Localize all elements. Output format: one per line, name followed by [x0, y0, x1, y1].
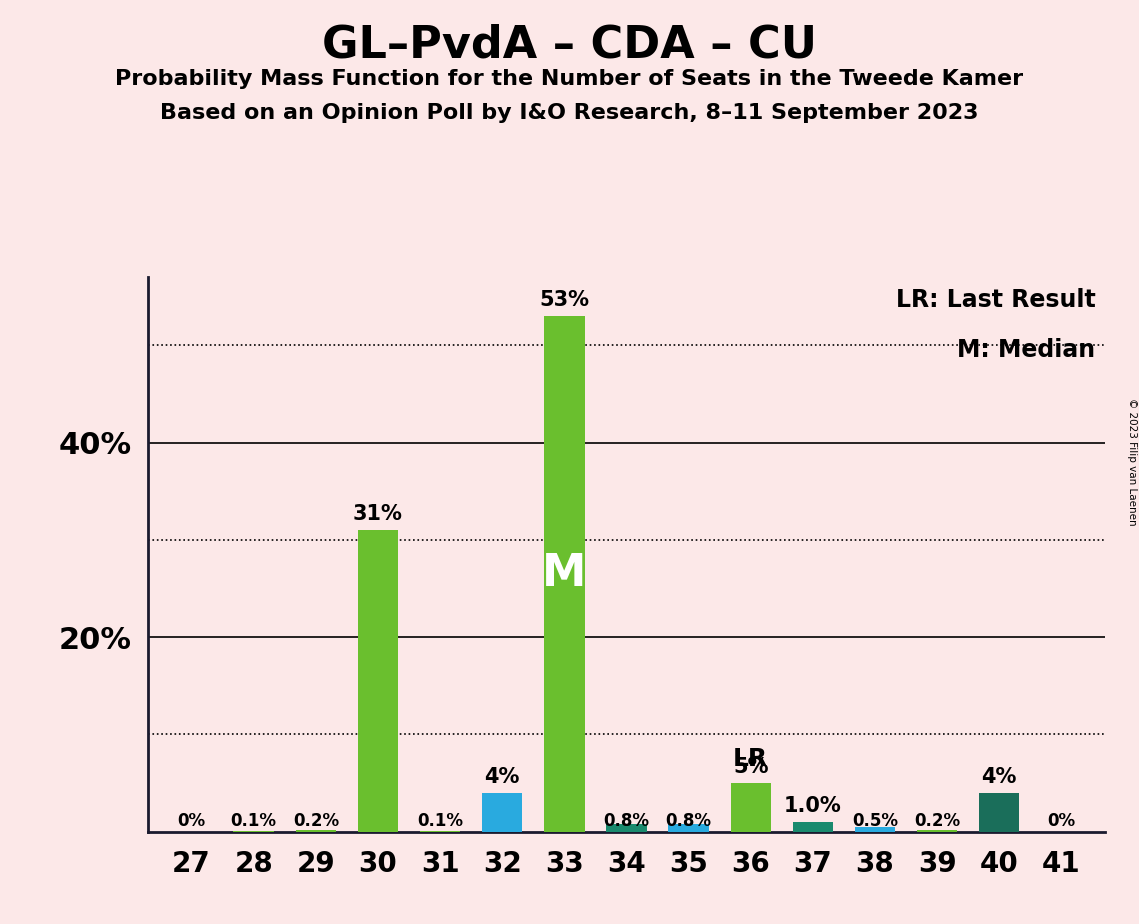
Text: 0.1%: 0.1% — [231, 812, 277, 830]
Text: 0.5%: 0.5% — [852, 812, 898, 830]
Text: Based on an Opinion Poll by I&O Research, 8–11 September 2023: Based on an Opinion Poll by I&O Research… — [161, 103, 978, 124]
Bar — [420, 831, 460, 832]
Text: 5%: 5% — [734, 757, 769, 777]
Text: GL–PvdA – CDA – CU: GL–PvdA – CDA – CU — [322, 23, 817, 67]
Text: LR: Last Result: LR: Last Result — [895, 288, 1096, 312]
Text: LR: LR — [734, 748, 769, 772]
Text: 0.8%: 0.8% — [604, 812, 649, 830]
Text: 0.1%: 0.1% — [417, 812, 464, 830]
Bar — [793, 821, 833, 832]
Text: M: M — [542, 553, 587, 595]
Text: Probability Mass Function for the Number of Seats in the Tweede Kamer: Probability Mass Function for the Number… — [115, 69, 1024, 90]
Text: 0.8%: 0.8% — [665, 812, 712, 830]
Bar — [730, 783, 771, 832]
Bar — [854, 827, 895, 832]
Text: © 2023 Filip van Laenen: © 2023 Filip van Laenen — [1126, 398, 1137, 526]
Text: 1.0%: 1.0% — [784, 796, 842, 816]
Text: 0%: 0% — [178, 812, 206, 830]
Bar — [917, 830, 957, 832]
Text: 0.2%: 0.2% — [913, 812, 960, 830]
Bar — [544, 316, 584, 832]
Bar — [482, 793, 523, 832]
Bar — [358, 530, 399, 832]
Text: 0.2%: 0.2% — [293, 812, 339, 830]
Text: 31%: 31% — [353, 505, 403, 524]
Bar — [233, 831, 273, 832]
Bar — [980, 793, 1019, 832]
Bar — [606, 824, 647, 832]
Text: M: Median: M: Median — [957, 338, 1096, 362]
Bar — [669, 824, 708, 832]
Text: 4%: 4% — [484, 767, 519, 787]
Bar — [296, 830, 336, 832]
Text: 4%: 4% — [982, 767, 1017, 787]
Text: 53%: 53% — [540, 290, 589, 310]
Text: 0%: 0% — [1047, 812, 1075, 830]
